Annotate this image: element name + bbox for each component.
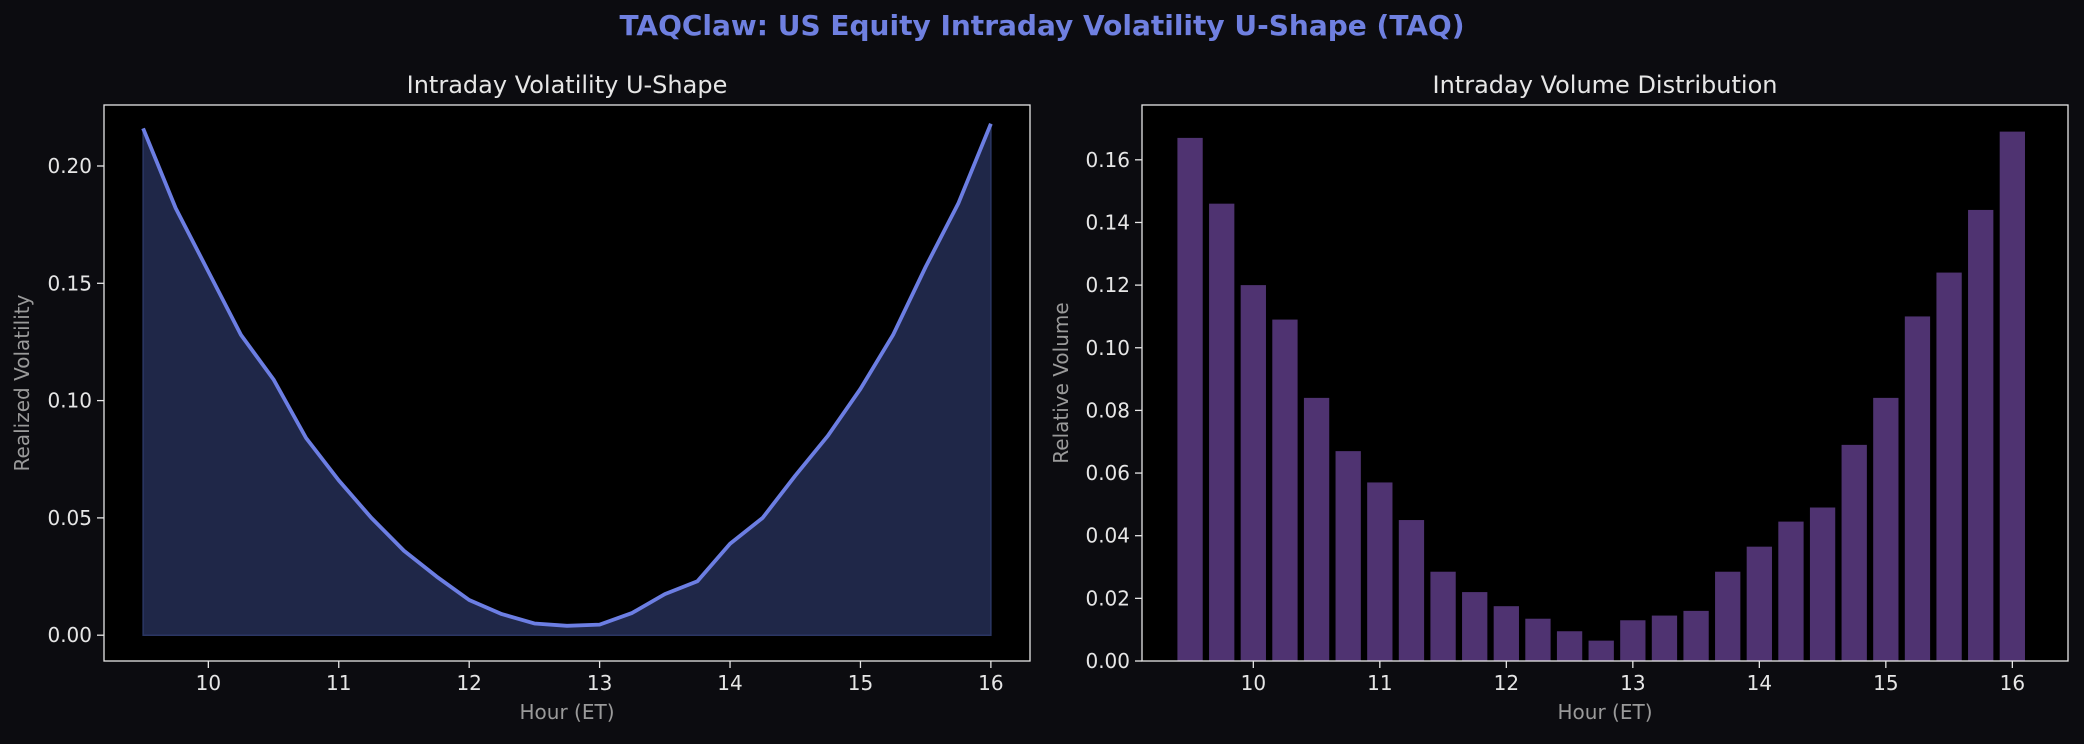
volume-x-tick-label: 16 [2000, 671, 2025, 695]
volume-bar [1936, 273, 1961, 661]
volume-chart: 10 11 12 13 14 15 16 0.00 0.02 0.04 0.06 0.08 0.10 0.… [1049, 71, 2068, 724]
volume-chart-title: Intraday Volume Distribution [1433, 71, 1778, 99]
volume-bar [1272, 320, 1297, 661]
volume-y-tick-label: 0.00 [1085, 649, 1130, 673]
volume-bar [1747, 547, 1772, 661]
volatility-chart-title: Intraday Volatility U-Shape [407, 71, 728, 99]
volume-bar [2000, 132, 2025, 661]
volume-x-tick-label: 14 [1747, 671, 1772, 695]
volume-bar [1778, 522, 1803, 661]
volume-bar [1209, 204, 1234, 661]
volume-bar [1968, 210, 1993, 661]
volume-x-tick-label: 13 [1620, 671, 1645, 695]
volatility-x-tick-label: 13 [587, 671, 612, 695]
volume-bar [1494, 606, 1519, 661]
volume-y-tick-label: 0.12 [1085, 273, 1130, 297]
figure-title: TAQClaw: US Equity Intraday Volatility U… [619, 9, 1464, 42]
volume-bar [1525, 619, 1550, 661]
volatility-x-tick-label: 10 [196, 671, 221, 695]
volume-y-tick-label: 0.14 [1085, 210, 1130, 234]
volume-bar [1557, 631, 1582, 661]
volume-bar [1430, 572, 1455, 661]
volatility-chart: 10 11 12 13 14 15 16 0.00 0.05 0.10 0.15 0.20 Intra… [10, 71, 1030, 724]
volatility-y-tick-label: 0.05 [47, 506, 92, 530]
volume-y-tick-label: 0.04 [1085, 524, 1130, 548]
volume-x-axis-label: Hour (ET) [1558, 700, 1653, 724]
volatility-y-axis-label: Realized Volatility [10, 294, 34, 471]
volume-bar [1905, 316, 1930, 661]
volatility-x-tick-label: 11 [326, 671, 351, 695]
volume-bar [1367, 482, 1392, 661]
volume-y-tick-label: 0.06 [1085, 461, 1130, 485]
volatility-y-tick-label: 0.10 [47, 389, 92, 413]
volatility-x-tick-label: 14 [717, 671, 742, 695]
volatility-y-tick-label: 0.20 [47, 154, 92, 178]
volume-bar [1462, 592, 1487, 661]
volume-bar [1810, 508, 1835, 661]
volume-bar [1304, 398, 1329, 661]
volume-bar [1177, 138, 1202, 661]
volume-bar [1652, 616, 1677, 661]
volume-bar [1399, 520, 1424, 661]
volume-bar [1873, 398, 1898, 661]
volume-bar [1241, 285, 1266, 661]
volume-bar [1589, 641, 1614, 661]
volume-bar [1842, 445, 1867, 661]
volume-x-tick-label: 11 [1367, 671, 1392, 695]
volatility-x-tick-label: 16 [978, 671, 1003, 695]
volume-y-tick-label: 0.08 [1085, 398, 1130, 422]
volume-bar [1620, 620, 1645, 661]
volume-y-tick-label: 0.16 [1085, 148, 1130, 172]
volume-y-tick-label: 0.02 [1085, 586, 1130, 610]
volume-y-axis-label: Relative Volume [1049, 302, 1073, 463]
volume-bar [1683, 611, 1708, 661]
volatility-y-tick-label: 0.00 [47, 623, 92, 647]
volume-y-tick-label: 0.10 [1085, 336, 1130, 360]
volatility-y-tick-label: 0.15 [47, 271, 92, 295]
volume-bar [1715, 572, 1740, 661]
volatility-x-tick-label: 12 [456, 671, 481, 695]
volume-x-tick-label: 12 [1494, 671, 1519, 695]
volatility-x-axis-label: Hour (ET) [520, 700, 615, 724]
volume-bar [1336, 451, 1361, 661]
volatility-x-tick-label: 15 [848, 671, 873, 695]
volume-x-tick-label: 15 [1873, 671, 1898, 695]
volume-x-tick-label: 10 [1241, 671, 1266, 695]
